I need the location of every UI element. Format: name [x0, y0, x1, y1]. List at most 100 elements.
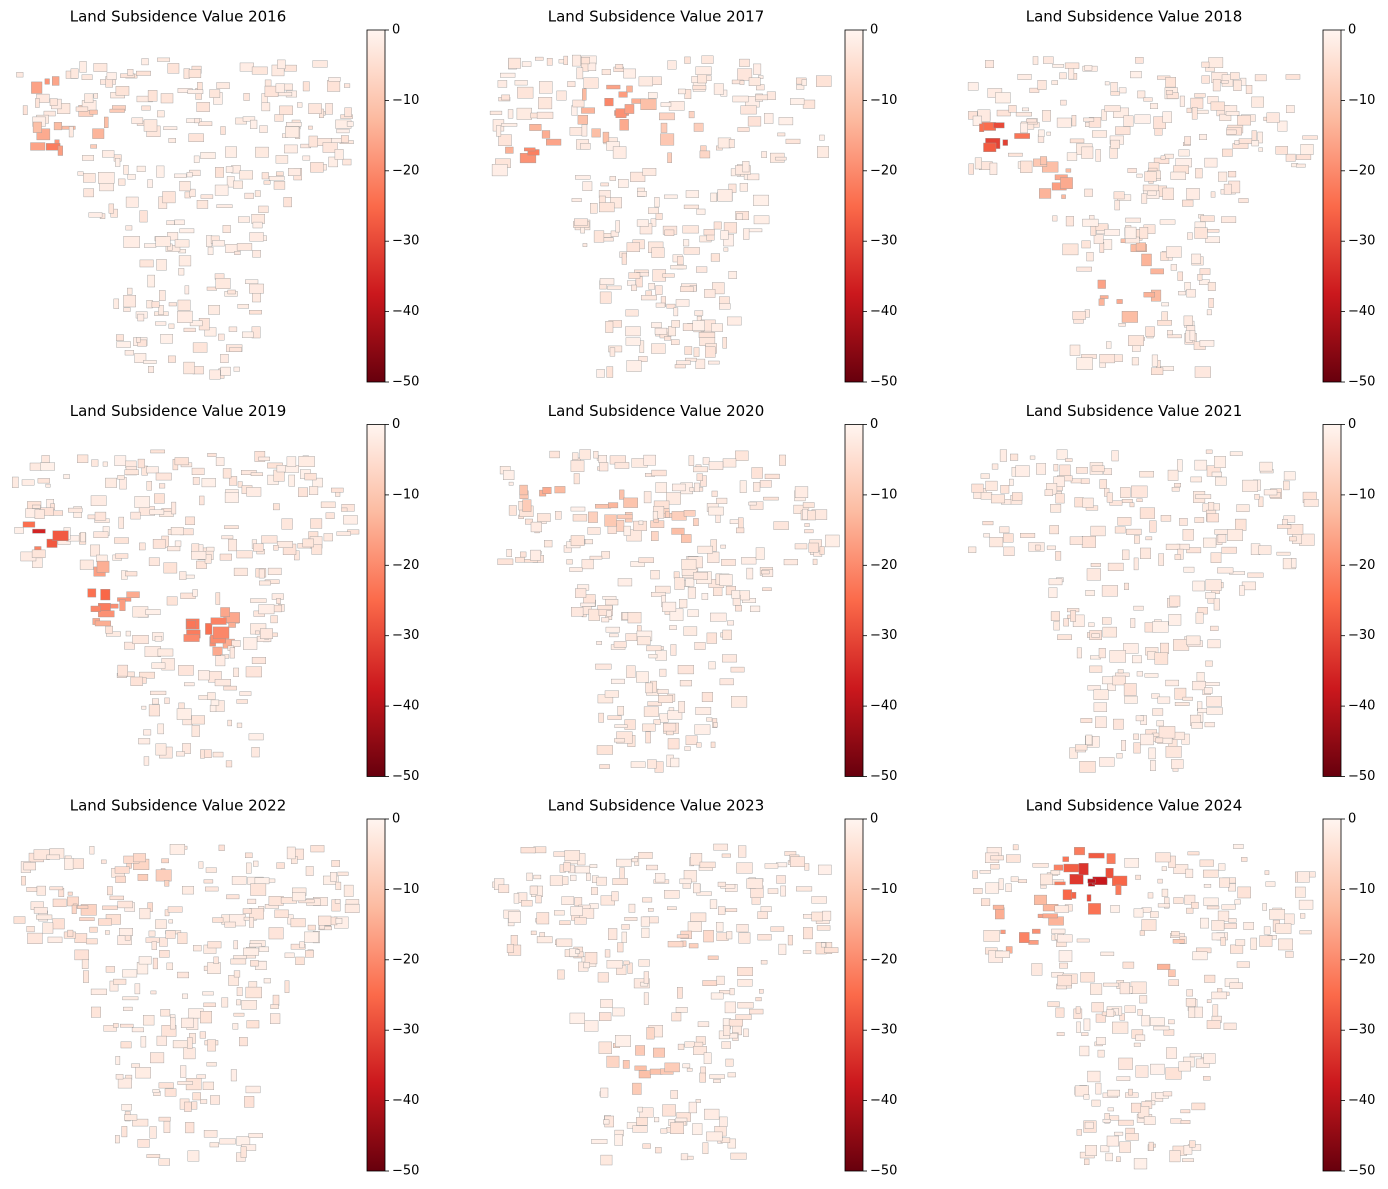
map-patch	[555, 511, 562, 520]
map-patch	[1276, 551, 1291, 556]
map-patch	[344, 904, 360, 914]
map-patch	[716, 497, 728, 504]
map-patch	[1083, 1094, 1090, 1100]
map-patch	[1180, 1109, 1191, 1114]
map-patch	[232, 180, 243, 189]
map-patch	[608, 928, 618, 941]
map-patch	[638, 520, 644, 525]
map-patch	[623, 497, 639, 508]
map-patch	[1095, 1082, 1102, 1095]
map-patch	[722, 337, 727, 349]
colorbar	[1322, 424, 1342, 777]
map-patch	[574, 917, 587, 925]
map-patch	[142, 1015, 155, 1026]
map-patch	[593, 230, 605, 243]
map-patch	[710, 253, 720, 262]
colorbar	[844, 424, 864, 777]
map-patch	[666, 303, 676, 309]
map-patch	[740, 105, 757, 115]
map-patch	[93, 63, 108, 72]
map-patch	[588, 608, 600, 621]
map-patch	[608, 502, 619, 509]
map-patch	[727, 1138, 736, 1149]
colorbar-tick-label: −50	[1348, 1164, 1375, 1179]
map-patch	[1214, 476, 1227, 486]
map-patch	[43, 110, 56, 117]
map-patch	[627, 612, 642, 624]
map-patch	[731, 696, 748, 708]
map-patch	[1056, 1032, 1065, 1036]
map-patch	[158, 1116, 171, 1122]
map-patch	[1020, 533, 1036, 538]
map-patch	[581, 124, 588, 137]
map-patch	[617, 942, 624, 953]
map-patch	[967, 82, 979, 91]
map-patch	[664, 229, 675, 236]
map-patch	[1071, 114, 1077, 127]
map-patch	[81, 959, 89, 969]
map-patch	[685, 578, 695, 587]
map-patch	[1120, 487, 1131, 498]
map-patch	[277, 59, 286, 69]
map-patch	[706, 1131, 723, 1142]
map-patch	[1069, 874, 1084, 885]
map-patch	[1074, 847, 1085, 856]
map-patch	[622, 1060, 630, 1069]
map-patch	[1029, 87, 1040, 93]
map-patch	[1300, 143, 1314, 155]
map-patch	[651, 322, 662, 329]
map-patch	[94, 620, 111, 627]
map-patch	[1026, 118, 1037, 123]
map-patch	[1099, 295, 1109, 299]
map-patch	[1114, 526, 1126, 534]
map-patch	[134, 353, 147, 363]
map-patch	[586, 873, 591, 881]
map-patch	[606, 610, 612, 617]
map-patch	[816, 75, 832, 87]
map-patch	[1194, 1006, 1203, 1018]
map-patch	[497, 80, 508, 88]
map-patch	[1020, 122, 1028, 134]
map-patch	[200, 1099, 208, 1104]
map-patch	[626, 242, 641, 253]
panel-title: Land Subsidence Value 2016	[70, 8, 287, 26]
colorbar-tick-label: −20	[870, 558, 897, 573]
map-patch	[1235, 939, 1246, 946]
map-patch	[554, 486, 566, 494]
map-patch	[1125, 528, 1142, 535]
map-patch	[331, 487, 344, 493]
map-patch	[1104, 228, 1120, 236]
colorbar	[844, 29, 864, 383]
map-patch	[599, 764, 610, 769]
map-patch	[81, 74, 93, 80]
map-patch	[1205, 579, 1222, 591]
map-patch	[687, 587, 696, 599]
map-patch	[1300, 913, 1306, 919]
map-patch	[1206, 309, 1212, 316]
map-patch	[21, 479, 35, 486]
map-patch	[154, 636, 163, 642]
map-patch	[249, 283, 264, 294]
map-patch	[1176, 459, 1183, 472]
map-patch	[670, 757, 680, 768]
colorbar-tick-label: −50	[1348, 769, 1375, 784]
map-patch	[595, 663, 612, 670]
colorbar-tick-label: 0	[870, 812, 878, 827]
map-patch	[1063, 618, 1070, 627]
map-patch	[98, 918, 112, 926]
map-patch	[972, 870, 978, 879]
map-patch	[1201, 75, 1210, 84]
map-patch	[26, 887, 38, 892]
map-patch	[651, 531, 659, 541]
map-patch	[1192, 681, 1206, 691]
map-patch	[677, 987, 683, 999]
map-patch	[687, 1155, 694, 1160]
map-patch	[670, 265, 687, 270]
map-patch	[1136, 671, 1144, 677]
map-patch	[67, 507, 83, 513]
map-patch	[212, 240, 225, 247]
colorbar-tick-label: −10	[392, 487, 419, 502]
map-patch	[1213, 598, 1220, 611]
map-patch	[191, 467, 205, 476]
map-patch	[1076, 938, 1090, 943]
